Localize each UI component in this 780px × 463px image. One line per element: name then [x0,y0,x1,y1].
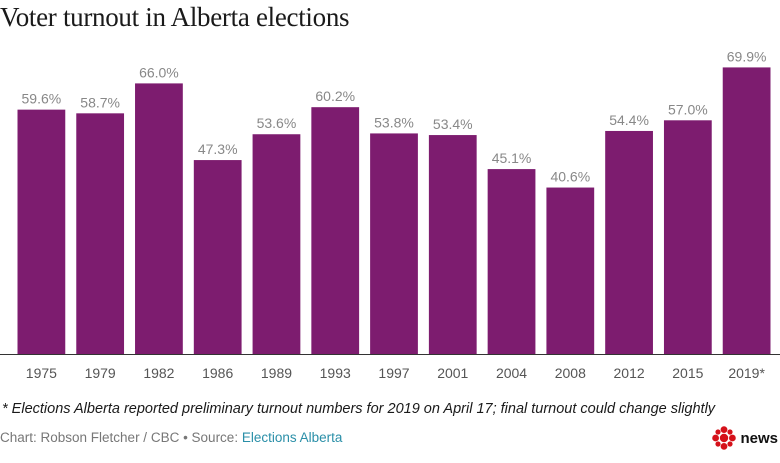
value-label-2001: 53.4% [433,116,473,132]
cbc-gem-icon [712,426,737,450]
value-label-1986: 47.3% [198,141,238,157]
x-tick-label-1989: 1989 [261,365,292,381]
x-tick-label-1997: 1997 [378,365,409,381]
bar-2008 [546,187,595,354]
x-tick-label-1979: 1979 [85,365,116,381]
cbc-news-logo: news [712,426,778,450]
value-label-1982: 66.0% [139,64,179,80]
bar-2012 [605,130,653,354]
bar-1975 [17,109,66,354]
value-label-2015: 57.0% [668,101,708,117]
value-label-1997: 53.8% [374,114,414,130]
value-label-1993: 60.2% [315,88,355,104]
bar-1993 [311,107,360,355]
chart-title: Voter turnout in Alberta elections [0,2,350,32]
bar-1979 [76,113,125,354]
value-label-1975: 59.6% [22,91,62,107]
value-label-2008: 40.6% [550,169,590,185]
x-tick-label-2008: 2008 [555,365,586,381]
value-label-1979: 58.7% [80,94,120,110]
x-tick-label-2012: 2012 [614,365,645,381]
source-link[interactable]: Elections Alberta [241,430,343,445]
value-label-2019*: 69.9% [727,48,767,64]
bar-2015 [663,120,712,354]
bar-1986 [193,160,242,354]
x-tick-label-1982: 1982 [143,365,174,381]
bar-1997 [370,133,418,354]
x-tick-label-2019*: 2019* [728,365,765,381]
bar-1989 [252,134,301,354]
footnote: * Elections Alberta reported preliminary… [2,401,716,417]
x-tick-label-1993: 1993 [320,365,351,381]
logo-wordmark: news [740,429,778,447]
bar-2019* [722,67,771,354]
bar-2004 [487,169,536,354]
bar-1982 [135,83,183,355]
x-tick-label-1975: 1975 [26,365,57,381]
bar-chart: 59.6% 1975 58.7% 1979 66.0% 1982 47.3% 1986 53.6… [0,48,780,381]
value-label-2012: 54.4% [609,112,649,128]
bar-2001 [428,135,477,354]
x-tick-label-2015: 2015 [672,365,703,381]
credit-text: Chart: Robson Fletcher / CBC • Source: [0,430,242,445]
x-tick-label-2004: 2004 [496,365,527,381]
credit-line: Chart: Robson Fletcher / CBC • Source: E… [0,430,342,445]
x-tick-label-1986: 1986 [202,365,233,381]
value-label-2004: 45.1% [492,150,532,166]
value-label-1989: 53.6% [257,115,297,131]
x-tick-label-2001: 2001 [437,365,468,381]
